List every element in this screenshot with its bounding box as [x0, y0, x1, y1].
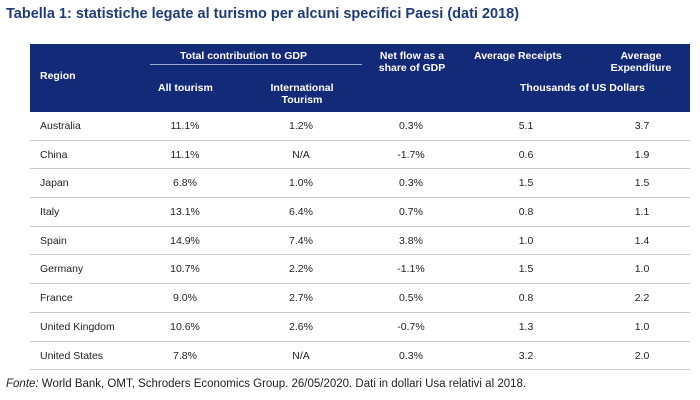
- cell-average-expenditure: 3.7: [634, 120, 650, 132]
- cell-net-flow: -1.7%: [397, 148, 425, 161]
- cell-region: Australia: [40, 120, 81, 132]
- cell-average-expenditure: 1.5: [634, 177, 650, 190]
- header-international-tourism: International Tourism: [270, 82, 334, 106]
- header-divider: [150, 64, 362, 65]
- table-row: Australia 11.1% 1.2% 0.3% 5.1 3.7: [30, 112, 690, 141]
- cell-region: United Kingdom: [40, 320, 115, 333]
- cell-all-tourism: 11.1%: [170, 148, 200, 161]
- cell-international-tourism: 6.4%: [289, 206, 313, 219]
- cell-all-tourism: 10.6%: [170, 320, 200, 333]
- cell-region: China: [40, 148, 68, 161]
- header-all-tourism: All tourism: [158, 82, 213, 94]
- footnote-text: World Bank, OMT, Schroders Economics Gro…: [38, 378, 527, 390]
- cell-net-flow: 0.3%: [399, 349, 423, 362]
- cell-net-flow: -1.1%: [397, 263, 425, 276]
- cell-international-tourism: 1.2%: [289, 120, 313, 132]
- cell-average-receipts: 5.1: [518, 120, 534, 132]
- cell-net-flow: -0.7%: [397, 320, 425, 333]
- table-row: Spain 14.9% 7.4% 3.8% 1.0 1.4: [30, 227, 690, 256]
- cell-all-tourism: 6.8%: [173, 177, 197, 190]
- cell-international-tourism: 1.0%: [289, 177, 313, 190]
- cell-net-flow: 0.3%: [399, 177, 423, 190]
- cell-average-receipts: 1.5: [518, 263, 534, 276]
- header-total-contribution: Total contribution to GDP: [180, 50, 307, 62]
- table-row: China 11.1% N/A -1.7% 0.6 1.9: [30, 141, 690, 170]
- table-row: United States 7.8% N/A 0.3% 3.2 2.0: [30, 342, 690, 371]
- header-thousands-usd: Thousands of US Dollars: [520, 82, 645, 94]
- cell-region: United States: [40, 349, 104, 362]
- table-row: Japan 6.8% 1.0% 0.3% 1.5 1.5: [30, 169, 690, 199]
- tourism-table: Region Total contribution to GDP All tou…: [30, 44, 690, 371]
- cell-net-flow: 0.7%: [399, 206, 423, 219]
- table-row: France 9.0% 2.7% 0.5% 0.8 2.2: [30, 284, 690, 313]
- cell-net-flow: 0.5%: [399, 292, 423, 305]
- footnote-label: Fonte:: [6, 378, 39, 390]
- cell-international-tourism: 2.6%: [289, 320, 313, 333]
- cell-net-flow: 0.3%: [399, 120, 423, 132]
- cell-average-receipts: 1.3: [518, 320, 534, 333]
- cell-average-expenditure: 1.0: [634, 263, 650, 276]
- header-average-expenditure: Average Expenditure: [610, 50, 672, 74]
- cell-all-tourism: 13.1%: [170, 206, 200, 219]
- cell-all-tourism: 14.9%: [170, 234, 200, 247]
- cell-average-expenditure: 2.2: [634, 292, 650, 305]
- cell-average-expenditure: 1.0: [634, 320, 650, 333]
- header-average-receipts: Average Receipts: [474, 50, 562, 62]
- cell-average-receipts: 0.8: [518, 206, 534, 219]
- cell-average-expenditure: 1.4: [634, 234, 650, 247]
- cell-region: Italy: [40, 206, 60, 219]
- cell-all-tourism: 9.0%: [173, 292, 197, 305]
- cell-average-receipts: 0.6: [518, 148, 534, 161]
- header-net-flow: Net flow as a share of GDP: [378, 50, 446, 74]
- cell-international-tourism: 7.4%: [289, 234, 313, 247]
- cell-international-tourism: 2.7%: [289, 292, 313, 305]
- cell-all-tourism: 11.1%: [170, 120, 200, 132]
- cell-all-tourism: 10.7%: [170, 263, 200, 276]
- cell-average-receipts: 0.8: [518, 292, 534, 305]
- cell-net-flow: 3.8%: [399, 234, 423, 247]
- cell-international-tourism: 2.2%: [289, 263, 313, 276]
- cell-region: Spain: [40, 234, 67, 247]
- cell-region: Japan: [40, 177, 69, 190]
- cell-international-tourism: N/A: [292, 349, 310, 362]
- cell-region: France: [40, 292, 73, 305]
- table-body: Australia 11.1% 1.2% 0.3% 5.1 3.7 China …: [30, 112, 690, 371]
- cell-average-expenditure: 1.9: [634, 148, 650, 161]
- cell-average-expenditure: 2.0: [634, 349, 650, 362]
- table-row: Germany 10.7% 2.2% -1.1% 1.5 1.0: [30, 255, 690, 285]
- table-header: Region Total contribution to GDP All tou…: [30, 44, 690, 112]
- cell-average-expenditure: 1.1: [634, 206, 650, 219]
- cell-all-tourism: 7.8%: [173, 349, 197, 362]
- table-row: Italy 13.1% 6.4% 0.7% 0.8 1.1: [30, 198, 690, 227]
- source-footnote: Fonte: World Bank, OMT, Schroders Econom…: [6, 378, 526, 390]
- cell-average-receipts: 1.5: [518, 177, 534, 190]
- cell-average-receipts: 3.2: [518, 349, 534, 362]
- header-region: Region: [40, 70, 76, 82]
- cell-international-tourism: N/A: [292, 148, 310, 161]
- cell-average-receipts: 1.0: [518, 234, 534, 247]
- table-title: Tabella 1: statistiche legate al turismo…: [6, 6, 520, 22]
- table-row: United Kingdom 10.6% 2.6% -0.7% 1.3 1.0: [30, 313, 690, 342]
- cell-region: Germany: [40, 263, 84, 276]
